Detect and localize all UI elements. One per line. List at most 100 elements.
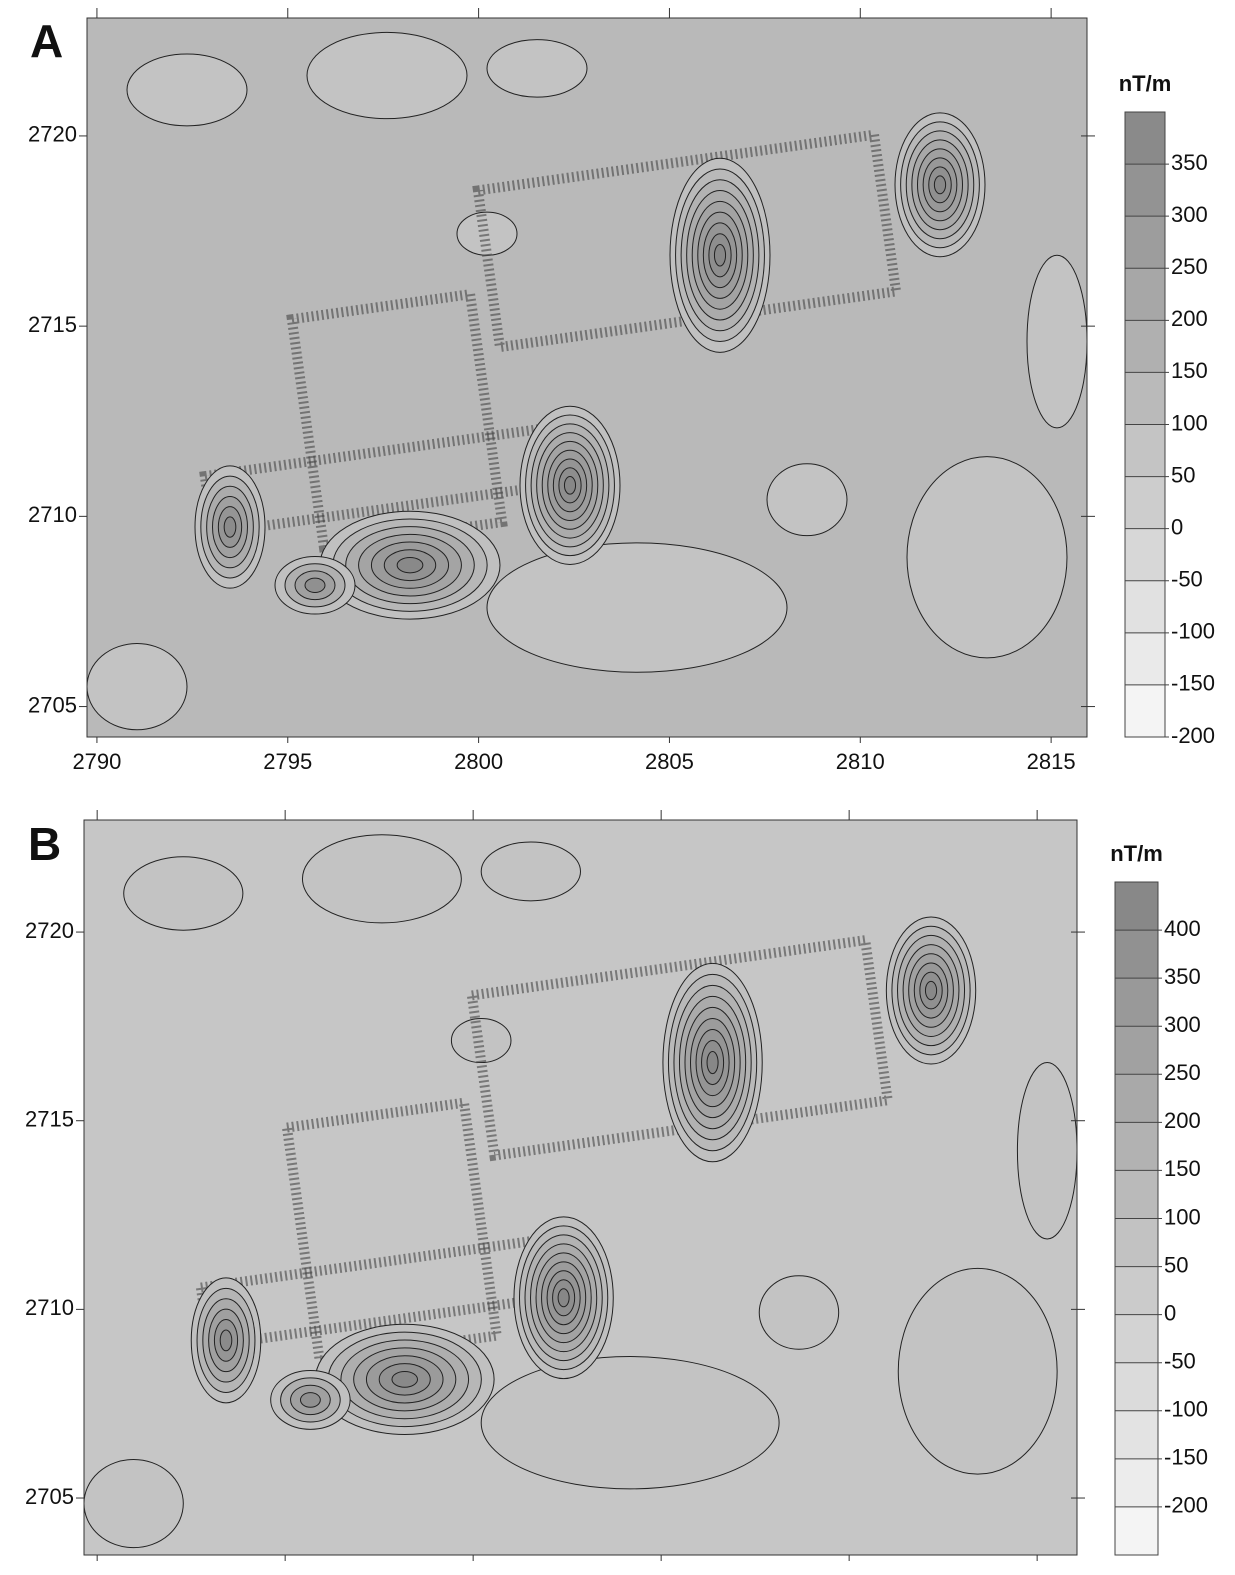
contour-ring xyxy=(392,1371,418,1387)
contour-patch xyxy=(302,835,461,923)
colorbar-tick-label: -100 xyxy=(1171,619,1215,644)
contour-patch xyxy=(898,1268,1057,1474)
colorbar-band xyxy=(1115,1074,1158,1122)
contour-patch xyxy=(307,32,467,118)
colorbar-tick-label: 150 xyxy=(1171,358,1208,383)
y-tick-label: 2715 xyxy=(28,312,77,337)
y-tick-label: 2720 xyxy=(25,918,74,943)
x-tick-label: 2805 xyxy=(645,749,694,774)
contour-ring xyxy=(564,477,575,495)
contour-ring xyxy=(707,1052,718,1074)
contour-ring xyxy=(224,517,236,537)
contour-patch xyxy=(767,464,847,536)
colorbar-band xyxy=(1115,1170,1158,1218)
y-tick-label: 2715 xyxy=(25,1107,74,1132)
contour-patch xyxy=(457,212,517,255)
colorbar-band xyxy=(1115,930,1158,978)
colorbar-tick-label: -50 xyxy=(1164,1349,1196,1374)
colorbar-band xyxy=(1115,1459,1158,1507)
contour-patch xyxy=(124,857,243,931)
contour-patch xyxy=(759,1276,838,1350)
contour-patch xyxy=(487,543,787,672)
colorbar-tick-label: 0 xyxy=(1164,1300,1176,1325)
contour-patch xyxy=(907,457,1067,658)
colorbar-band xyxy=(1125,320,1165,372)
colorbar-tick-label: 0 xyxy=(1171,514,1183,539)
x-tick-label: 2800 xyxy=(454,749,503,774)
contour-ring xyxy=(397,557,423,572)
colorbar-band xyxy=(1115,1219,1158,1267)
colorbar-label: nT/m xyxy=(1119,71,1172,96)
contour-map xyxy=(87,18,1087,737)
contour-patch xyxy=(87,644,187,730)
colorbar-band xyxy=(1125,372,1165,424)
y-tick-label: 2705 xyxy=(25,1484,74,1509)
contour-patch xyxy=(481,842,580,901)
contour-ring xyxy=(934,176,945,194)
colorbar-band xyxy=(1115,1315,1158,1363)
colorbar-band xyxy=(1115,978,1158,1026)
colorbar-tick-label: 200 xyxy=(1171,306,1208,331)
colorbar-tick-label: 300 xyxy=(1164,1012,1201,1037)
contour-patch xyxy=(1027,255,1087,428)
y-tick-label: 2710 xyxy=(28,502,77,527)
colorbar-band xyxy=(1125,216,1165,268)
colorbar-tick-label: -200 xyxy=(1164,1493,1208,1518)
contour-patch xyxy=(487,40,587,98)
colorbar-band xyxy=(1125,633,1165,685)
colorbar-tick-label: 350 xyxy=(1171,150,1208,175)
colorbar-tick-label: -50 xyxy=(1171,567,1203,592)
colorbar-label: nT/m xyxy=(1110,841,1163,866)
colorbar-band xyxy=(1125,685,1165,737)
colorbar-tick-label: -150 xyxy=(1164,1445,1208,1470)
contour-map xyxy=(84,820,1077,1555)
colorbar-band xyxy=(1125,581,1165,633)
x-tick-label: 2810 xyxy=(836,749,885,774)
colorbar-tick-label: 250 xyxy=(1171,254,1208,279)
y-tick-label: 2720 xyxy=(28,122,77,147)
colorbar-tick-label: 300 xyxy=(1171,202,1208,227)
colorbar-band xyxy=(1125,529,1165,581)
colorbar-band xyxy=(1125,477,1165,529)
panel-label: B xyxy=(28,818,61,870)
contour-ring xyxy=(558,1289,569,1307)
colorbar-band xyxy=(1115,1026,1158,1074)
colorbar-band xyxy=(1115,1122,1158,1170)
colorbar-tick-label: 50 xyxy=(1171,462,1195,487)
contour-ring xyxy=(925,981,936,999)
colorbar-tick-label: 200 xyxy=(1164,1108,1201,1133)
colorbar-tick-label: -150 xyxy=(1171,671,1215,696)
colorbar-band xyxy=(1115,1267,1158,1315)
contour-ring xyxy=(305,578,325,592)
colorbar-band xyxy=(1125,268,1165,320)
colorbar-band xyxy=(1115,1363,1158,1411)
colorbar-band xyxy=(1115,882,1158,930)
y-tick-label: 2710 xyxy=(25,1295,74,1320)
contour-ring xyxy=(714,244,725,266)
contour-patch xyxy=(481,1357,779,1489)
figure: 2790 2795 2800 2805 2810 2815 2705 2710 2715 2720… xyxy=(0,0,1235,1570)
x-tick-label: 2815 xyxy=(1027,749,1076,774)
colorbar-tick-label: 50 xyxy=(1164,1252,1188,1277)
colorbar-tick-label: 250 xyxy=(1164,1060,1201,1085)
colorbar-tick-label: 400 xyxy=(1164,916,1201,941)
x-tick-label: 2795 xyxy=(263,749,312,774)
contour-ring xyxy=(300,1393,320,1408)
contour-ring xyxy=(220,1330,232,1351)
colorbar-band xyxy=(1115,1411,1158,1459)
panel-label: A xyxy=(30,15,63,67)
colorbar-band xyxy=(1115,1507,1158,1555)
colorbar-tick-label: 150 xyxy=(1164,1156,1201,1181)
contour-patch xyxy=(84,1459,183,1547)
x-tick-label: 2790 xyxy=(72,749,121,774)
colorbar-tick-label: 100 xyxy=(1171,410,1208,435)
colorbar-band xyxy=(1125,425,1165,477)
colorbar-tick-label: 350 xyxy=(1164,964,1201,989)
contour-patch xyxy=(127,54,247,126)
colorbar-tick-label: 100 xyxy=(1164,1204,1201,1229)
colorbar-band xyxy=(1125,164,1165,216)
y-tick-label: 2705 xyxy=(28,692,77,717)
contour-patch xyxy=(1017,1063,1077,1239)
colorbar-tick-label: -200 xyxy=(1171,723,1215,748)
colorbar-band xyxy=(1125,112,1165,164)
